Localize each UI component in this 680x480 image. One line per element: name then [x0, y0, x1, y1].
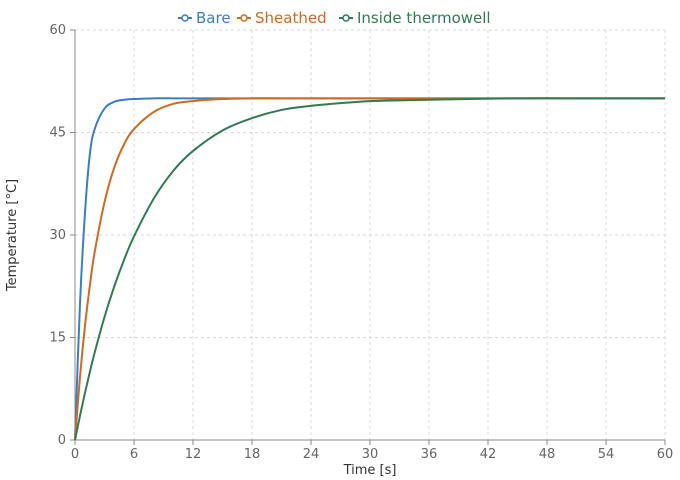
y-tick-label: 0: [58, 433, 66, 448]
x-tick-label: 12: [185, 447, 202, 462]
x-tick-label: 48: [539, 447, 556, 462]
legend-marker-icon: [240, 14, 248, 22]
legend-label: Sheathed: [255, 9, 327, 27]
y-axis-title: Temperature [°C]: [5, 179, 20, 292]
x-tick-label: 18: [244, 447, 261, 462]
y-tick-label: 30: [49, 228, 66, 243]
x-tick-label: 0: [71, 447, 79, 462]
y-tick-label: 60: [49, 23, 66, 38]
legend-label: Inside thermowell: [357, 9, 491, 27]
legend-marker-icon: [181, 14, 189, 22]
grid: [75, 29, 666, 440]
x-tick-label: 54: [598, 447, 615, 462]
x-tick-label: 24: [303, 447, 320, 462]
x-axis-title: Time [s]: [343, 463, 397, 478]
series-line-sheathed: [74, 97, 665, 441]
legend-marker-icon: [342, 14, 350, 22]
series-layer: [74, 97, 665, 441]
legend: Bare Sheathed Inside thermowell: [178, 9, 491, 27]
axes: 0 6 12 18 24 30 36 42 48 54 60 0 15 30 45 60: [49, 23, 673, 462]
x-tick-label: 6: [130, 447, 138, 462]
x-tick-label: 42: [480, 447, 497, 462]
legend-label: Bare: [196, 9, 231, 27]
legend-item-bare[interactable]: Bare: [178, 9, 231, 27]
x-tick-label: 60: [657, 447, 674, 462]
legend-item-sheathed[interactable]: Sheathed: [237, 9, 327, 27]
y-tick-label: 15: [49, 331, 66, 346]
series-line-bare: [74, 97, 665, 441]
series-line-inside-thermowell: [74, 97, 665, 441]
x-tick-label: 30: [362, 447, 379, 462]
legend-item-inside-thermowell[interactable]: Inside thermowell: [339, 9, 491, 27]
y-tick-label: 45: [49, 126, 66, 141]
x-tick-label: 36: [421, 447, 438, 462]
